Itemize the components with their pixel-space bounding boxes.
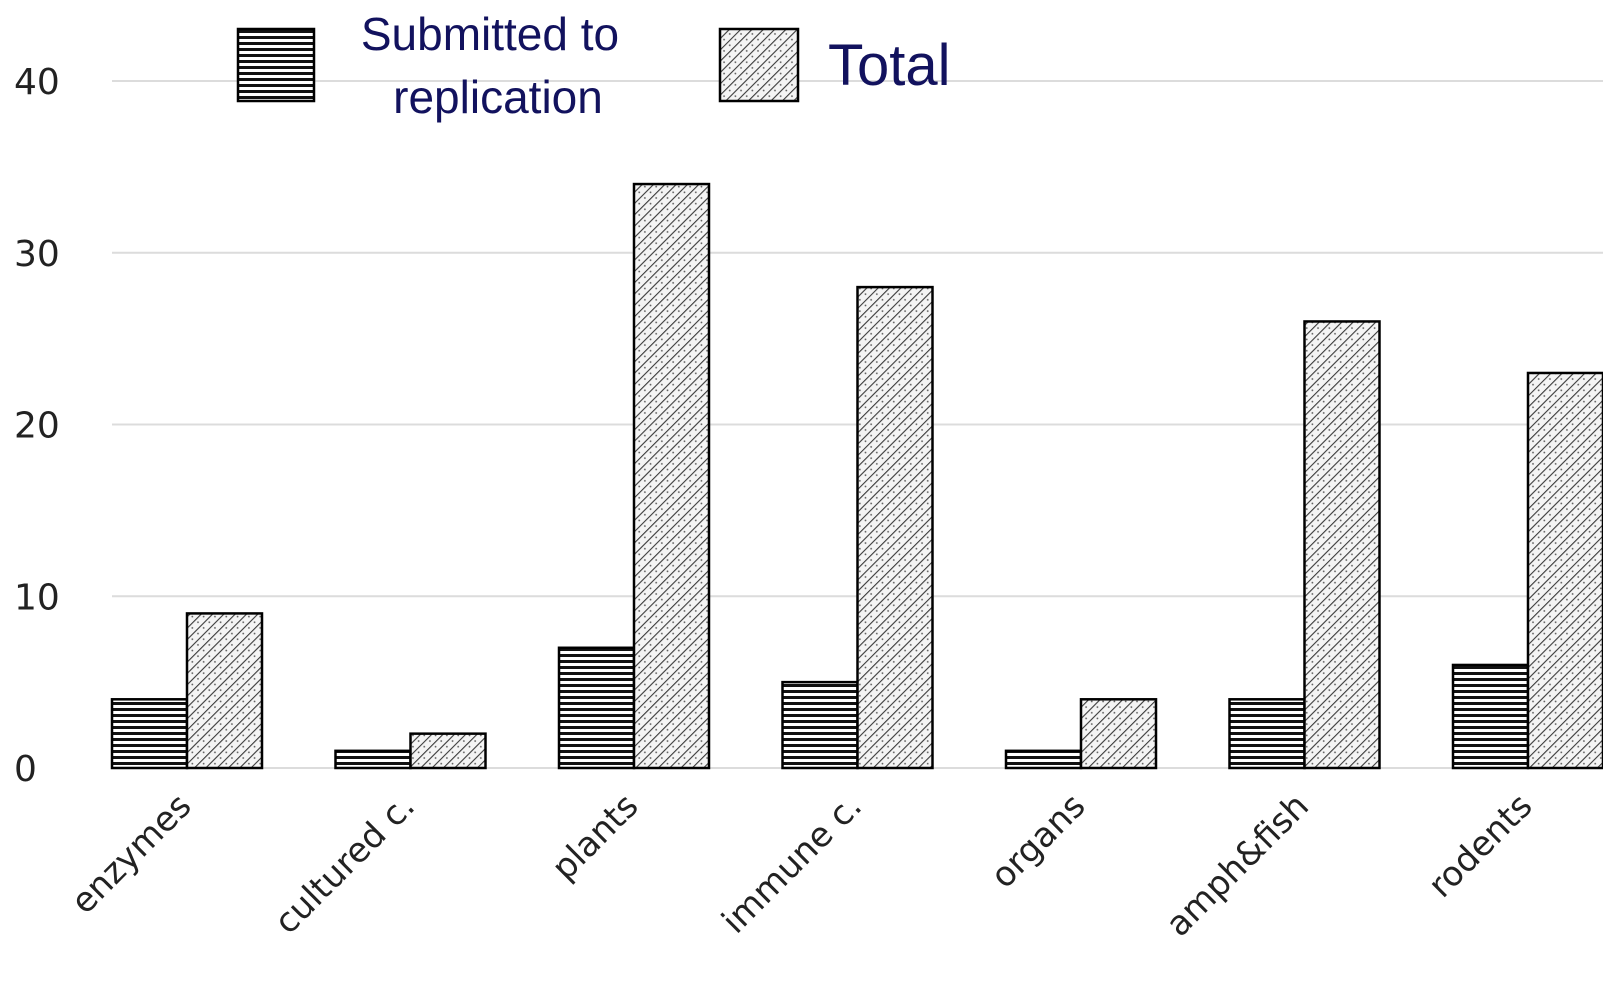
x-axis-category-labels: enzymes cultured c. plants immune c. organs a… [63, 786, 1540, 945]
legend-label-total: Total [828, 33, 951, 98]
y-tick-label: 30 [14, 234, 60, 275]
bars [110, 182, 1603, 770]
bar-total [409, 732, 487, 770]
bar-submitted [1004, 749, 1083, 770]
bar-submitted [781, 680, 859, 770]
y-tick-label: 20 [14, 406, 60, 447]
legend: Submitted to replication Total [236, 8, 951, 123]
x-category-label: immune c. [714, 786, 870, 942]
bar-total [1526, 371, 1603, 770]
legend-label-submitted-line2: replication [393, 71, 603, 123]
bar-submitted [334, 749, 412, 770]
bar-total [1079, 698, 1158, 770]
bar-total [185, 612, 264, 770]
legend-label-submitted-line1: Submitted to [361, 8, 619, 60]
x-category-label: amph&fish [1158, 786, 1317, 945]
x-category-label: plants [544, 786, 646, 888]
y-tick-label: 10 [14, 577, 60, 618]
legend-swatch-total [718, 27, 800, 103]
bar-total [1303, 320, 1381, 770]
legend-swatch-submitted [236, 27, 316, 103]
x-category-label: rodents [1421, 786, 1541, 906]
y-tick-label: 0 [14, 749, 37, 790]
y-axis-tick-labels: 0 10 20 30 40 [14, 62, 60, 790]
x-category-label: enzymes [63, 786, 199, 922]
x-category-label: cultured c. [267, 786, 423, 942]
y-tick-label: 40 [14, 62, 60, 103]
bar-total [632, 182, 711, 770]
bar-submitted [557, 646, 636, 770]
bar-submitted [1451, 663, 1530, 770]
bar-submitted [110, 698, 189, 770]
bar-submitted [1228, 698, 1306, 770]
x-category-label: organs [983, 786, 1093, 896]
bar-total [856, 285, 934, 770]
